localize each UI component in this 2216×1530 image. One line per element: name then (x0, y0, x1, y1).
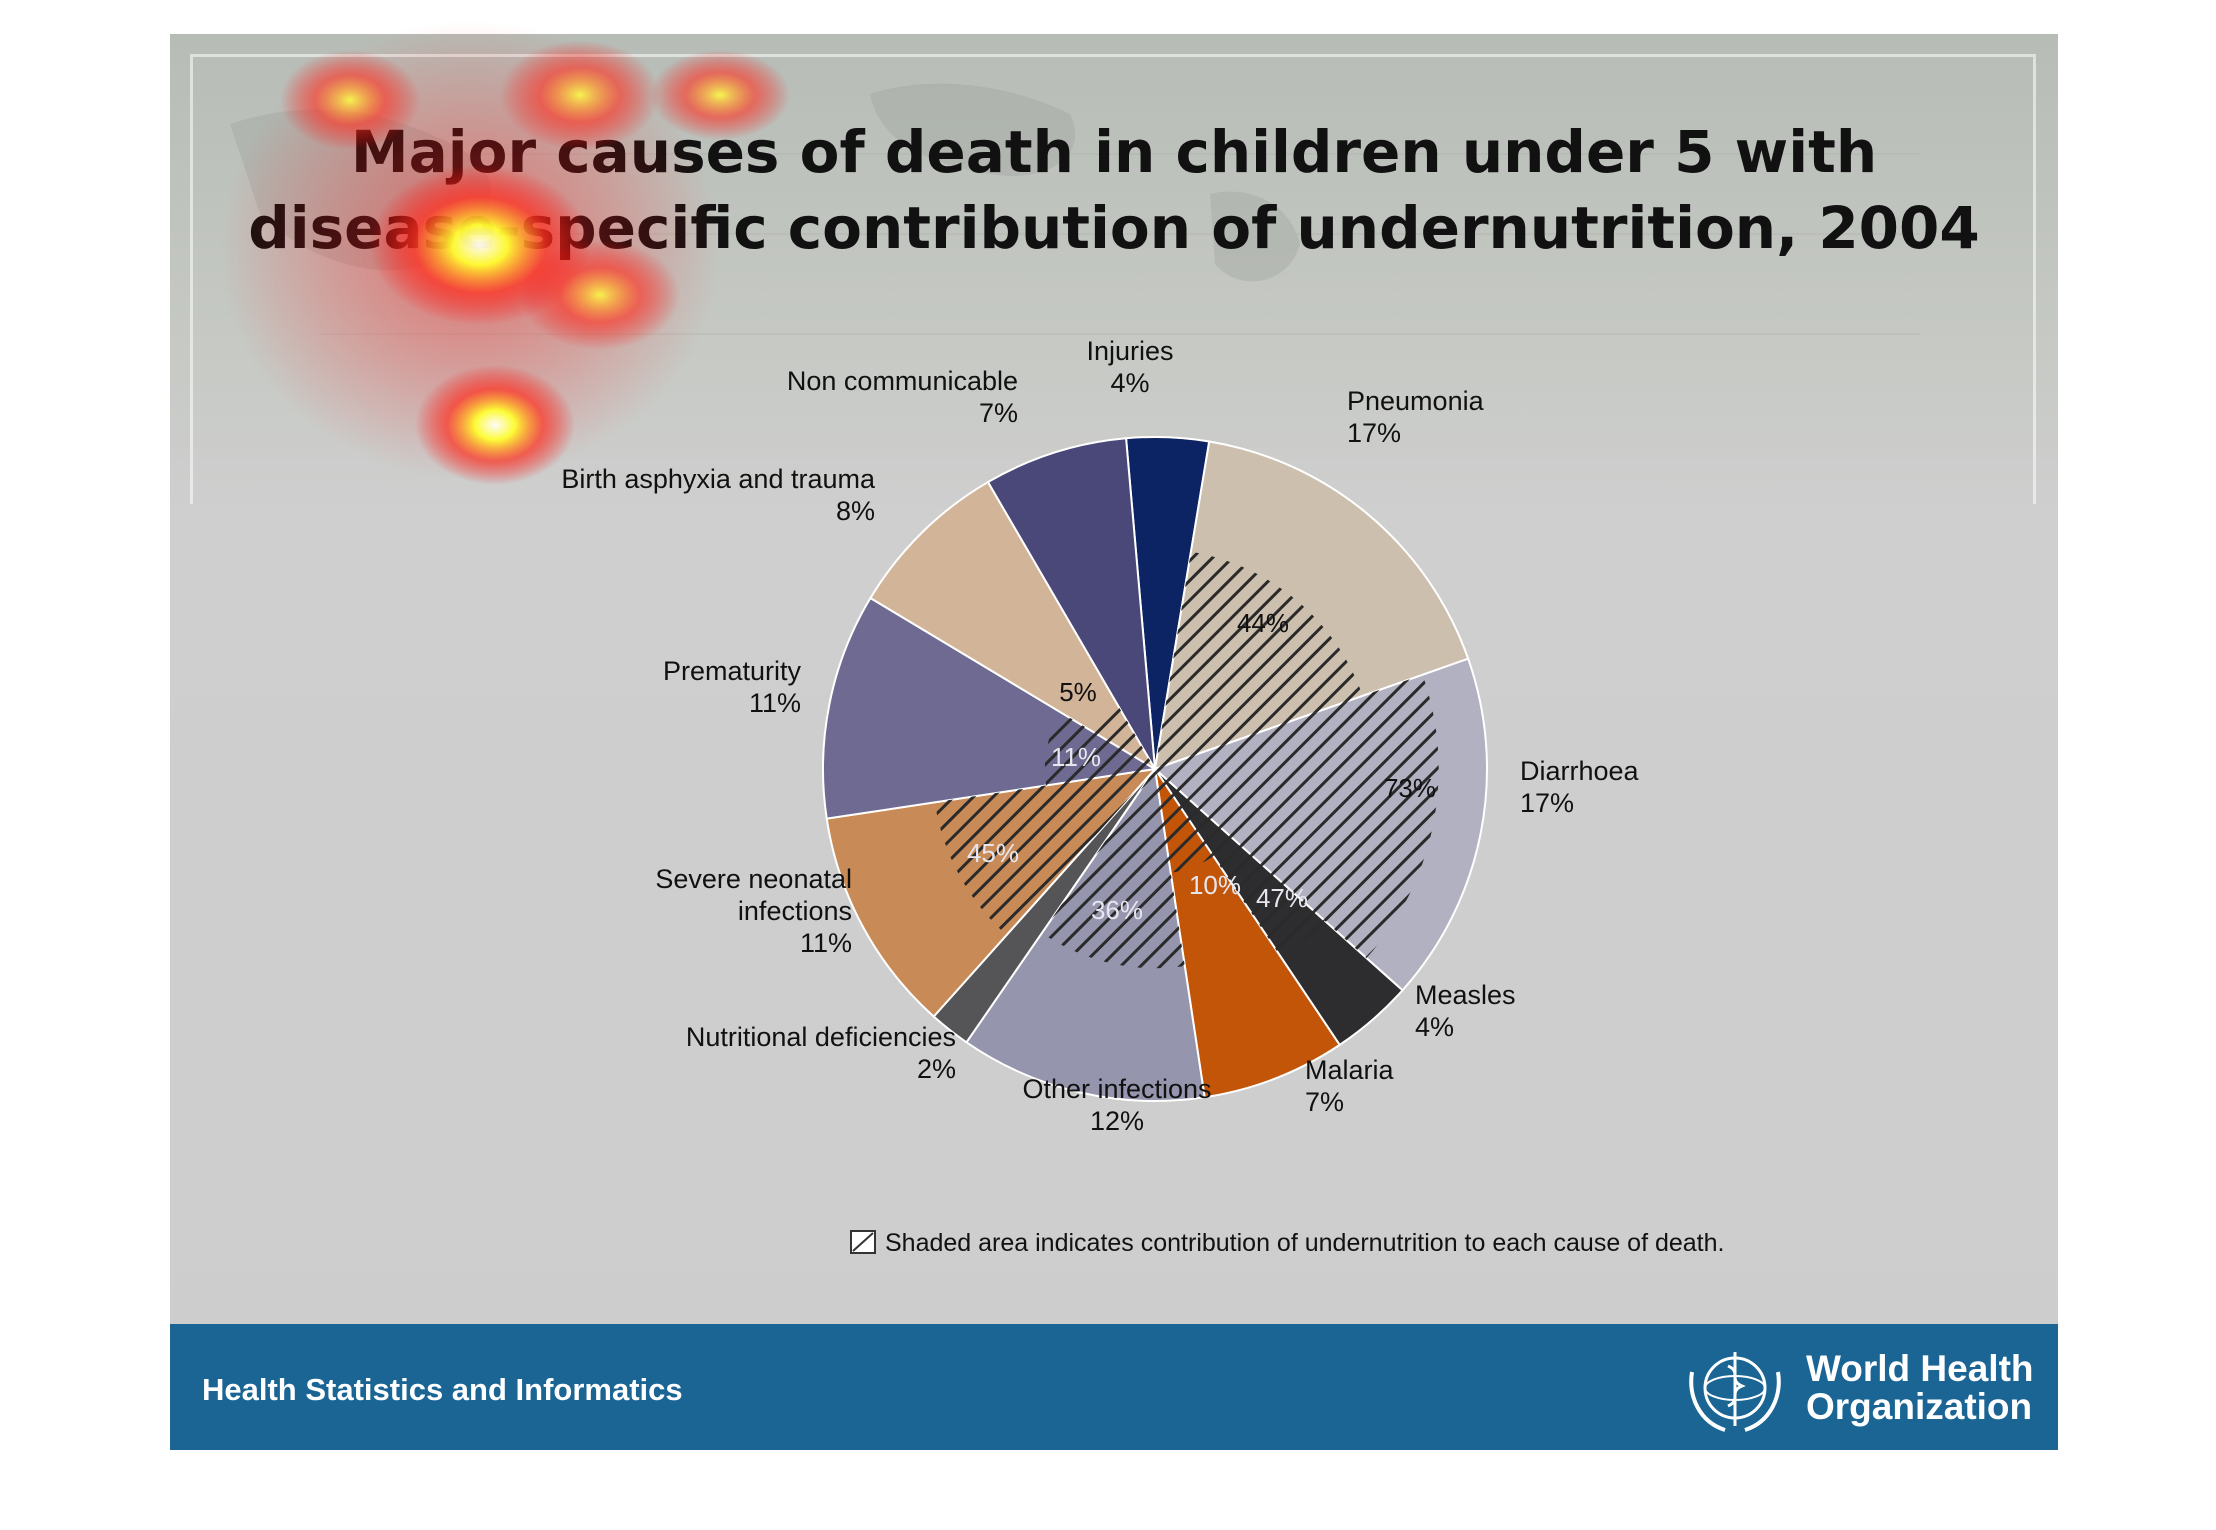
who-logo-text: World Health Organization (1806, 1350, 2034, 1426)
pie-chart: 44% 73% 47% 10% 36% 45% 11% 5% Injuries 4% Pneumo… (561, 336, 1724, 1257)
who-logo-line-2: Organization (1806, 1386, 2033, 1427)
pie-slice-non-communicable (986, 437, 1156, 770)
slice-label-measles: Measles 4% (1415, 980, 1516, 1042)
undernutrition-hatch-measles (1155, 769, 1325, 959)
pie-slice-birth-asphyxia-and-trauma (869, 480, 1156, 770)
slice-label-birth-asphyxia-and-trauma: Birth asphyxia and trauma 8% (561, 464, 876, 526)
undernutrition-hatch-severe-neonatal-infections (934, 769, 1155, 936)
undernutrition-label-prematurity: 11% (1051, 742, 1101, 772)
slice-label-malaria: Malaria 7% (1305, 1055, 1395, 1117)
undernutrition-label-malaria: 10% (1189, 870, 1241, 900)
slide: Major causes of death in children under … (170, 34, 2058, 1450)
slice-label-severe-neonatal-infections: Severe neonatal infections 11% (655, 864, 852, 958)
undernutrition-hatch-malaria (1155, 769, 1214, 873)
undernutrition-hatch-diarrhoea (1155, 674, 1439, 959)
legend-text: Shaded area indicates contribution of un… (885, 1229, 1724, 1257)
legend: Shaded area indicates contribution of un… (850, 1229, 1724, 1257)
slice-label-nutritional-deficiencies: Nutritional deficiencies 2% (686, 1022, 956, 1084)
undernutrition-label-birth-asphyxia-and-trauma: 5% (1059, 677, 1097, 707)
undernutrition-hatch-other-infections (1041, 769, 1185, 969)
slice-label-injuries: Injuries 4% (1086, 336, 1173, 398)
undernutrition-label-pneumonia: 44% (1237, 608, 1289, 638)
undernutrition-label-measles: 47% (1256, 883, 1308, 913)
undernutrition-hatch-prematurity (1044, 712, 1155, 786)
who-logo-line-1: World Health (1806, 1348, 2034, 1389)
undernutrition-hatch-birth-asphyxia-and-trauma (1091, 704, 1155, 769)
undernutrition-hatch-pneumonia (1155, 551, 1363, 769)
who-emblem-icon (1689, 1352, 1781, 1432)
legend-swatch-hatch (852, 1232, 874, 1252)
footer-bar: Health Statistics and Informatics World … (170, 1324, 2058, 1450)
slide-frame (190, 54, 2036, 504)
footer-text: Health Statistics and Informatics (202, 1372, 683, 1407)
undernutrition-label-severe-neonatal-infections: 45% (967, 838, 1019, 868)
undernutrition-label-other-infections: 36% (1091, 895, 1143, 925)
slice-label-other-infections: Other infections 12% (1022, 1074, 1211, 1136)
slice-label-non-communicable: Non communicable 7% (787, 366, 1018, 428)
slice-label-pneumonia: Pneumonia 17% (1347, 386, 1485, 448)
undernutrition-label-diarrhoea: 73% (1384, 773, 1436, 803)
slice-label-diarrhoea: Diarrhoea 17% (1520, 756, 1640, 818)
slice-label-prematurity: Prematurity 11% (663, 656, 802, 718)
